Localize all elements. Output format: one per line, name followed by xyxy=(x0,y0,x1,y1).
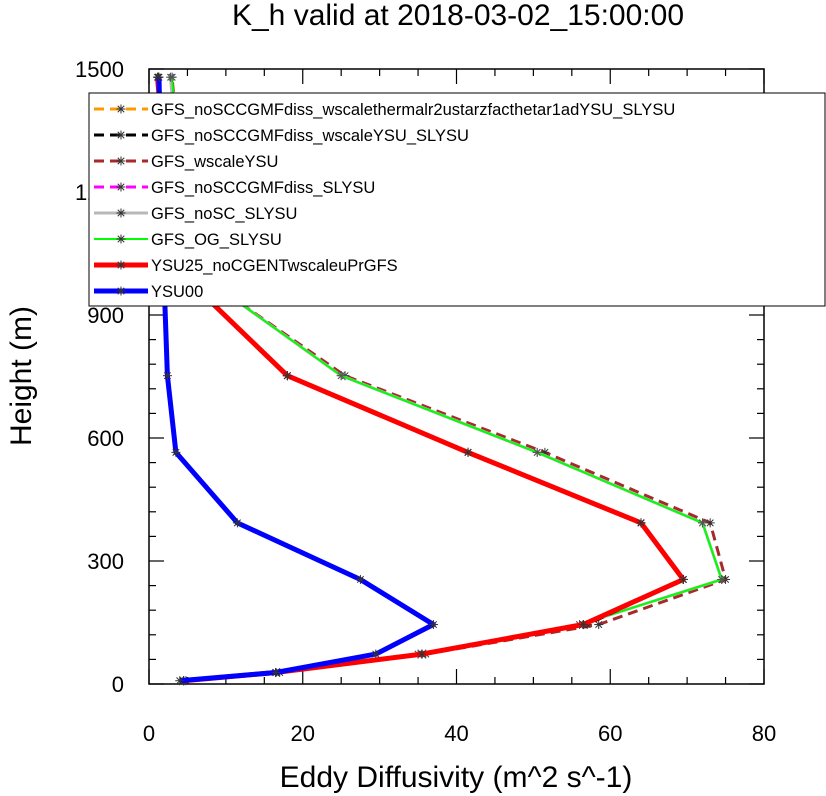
x-axis-label: Eddy Diffusivity (m^2 s^-1) xyxy=(280,761,633,794)
legend-label: GFS_noSC_SLYSU xyxy=(151,205,297,223)
marker-stroke xyxy=(163,372,172,380)
marker-stroke xyxy=(172,448,180,456)
marker-stroke xyxy=(356,575,364,584)
legend-label: GFS_wscaleYSU xyxy=(151,153,278,171)
x-tick-label: 80 xyxy=(752,721,776,746)
marker-stroke xyxy=(117,209,125,217)
marker-stroke xyxy=(233,519,241,527)
legend: GFS_noSCCGMFdiss_wscalethermalr2ustarzfa… xyxy=(88,92,826,307)
y-tick-label: 600 xyxy=(87,426,124,451)
legend-entry: YSU25_noCGENTwscaleuPrGFS xyxy=(94,257,398,275)
axis-tick-labels: 020406080030060090012001500 xyxy=(75,57,776,746)
marker-stroke xyxy=(372,650,380,658)
legend-entry: GFS_noSCCGMFdiss_wscaleYSU_SLYSU xyxy=(94,127,469,145)
marker-stroke xyxy=(117,183,125,191)
x-tick-label: 40 xyxy=(444,721,468,746)
marker-stroke xyxy=(706,519,714,527)
marker-stroke xyxy=(337,372,345,380)
legend-label: GFS_OG_SLYSU xyxy=(151,231,282,249)
marker-stroke xyxy=(637,519,645,527)
x-tick-label: 20 xyxy=(291,721,315,746)
legend-entry: GFS_OG_SLYSU xyxy=(94,231,282,249)
marker-stroke xyxy=(117,105,125,113)
marker-stroke xyxy=(418,650,426,658)
marker-stroke xyxy=(464,448,472,456)
marker-stroke xyxy=(155,73,163,81)
legend-label: GFS_noSCCGMFdiss_wscalethermalr2ustarzfa… xyxy=(151,101,675,119)
marker-stroke xyxy=(533,448,541,456)
legend-label: GFS_noSCCGMFdiss_SLYSU xyxy=(151,179,375,197)
y-axis-label: Height (m) xyxy=(5,306,38,446)
legend-box xyxy=(88,92,826,307)
legend-entry: GFS_noSCCGMFdiss_wscalethermalr2ustarzfa… xyxy=(94,101,675,119)
legend-entry: GFS_wscaleYSU xyxy=(94,153,278,171)
marker-stroke xyxy=(283,372,291,380)
y-tick-label: 0 xyxy=(112,672,124,697)
y-tick-label: 900 xyxy=(87,303,124,328)
legend-label: YSU25_noCGENTwscaleuPrGFS xyxy=(151,257,398,275)
legend-entry: GFS_noSCCGMFdiss_SLYSU xyxy=(94,179,375,197)
marker-stroke xyxy=(117,287,125,295)
legend-label: YSU00 xyxy=(151,283,203,301)
marker-stroke xyxy=(679,575,687,584)
chart-title: K_h valid at 2018-03-02_15:00:00 xyxy=(232,0,684,32)
legend-entry: YSU00 xyxy=(94,283,203,301)
marker-stroke xyxy=(272,668,280,677)
marker-stroke xyxy=(117,157,125,165)
legend-label: GFS_noSCCGMFdiss_wscaleYSU_SLYSU xyxy=(151,127,469,145)
y-tick-label: 300 xyxy=(87,549,124,574)
marker-stroke xyxy=(168,73,176,81)
marker-stroke xyxy=(117,261,125,269)
marker-stroke xyxy=(698,519,707,527)
marker-stroke xyxy=(176,677,184,685)
marker-stroke xyxy=(117,235,125,243)
y-tick-label: 1500 xyxy=(75,57,124,82)
marker-stroke xyxy=(429,620,438,629)
x-tick-label: 0 xyxy=(143,721,155,746)
marker-stroke xyxy=(718,575,726,584)
marker-stroke xyxy=(595,620,603,629)
marker-stroke xyxy=(579,620,587,629)
x-tick-label: 60 xyxy=(598,721,622,746)
legend-entry: GFS_noSC_SLYSU xyxy=(94,205,297,223)
marker-stroke xyxy=(117,131,125,139)
